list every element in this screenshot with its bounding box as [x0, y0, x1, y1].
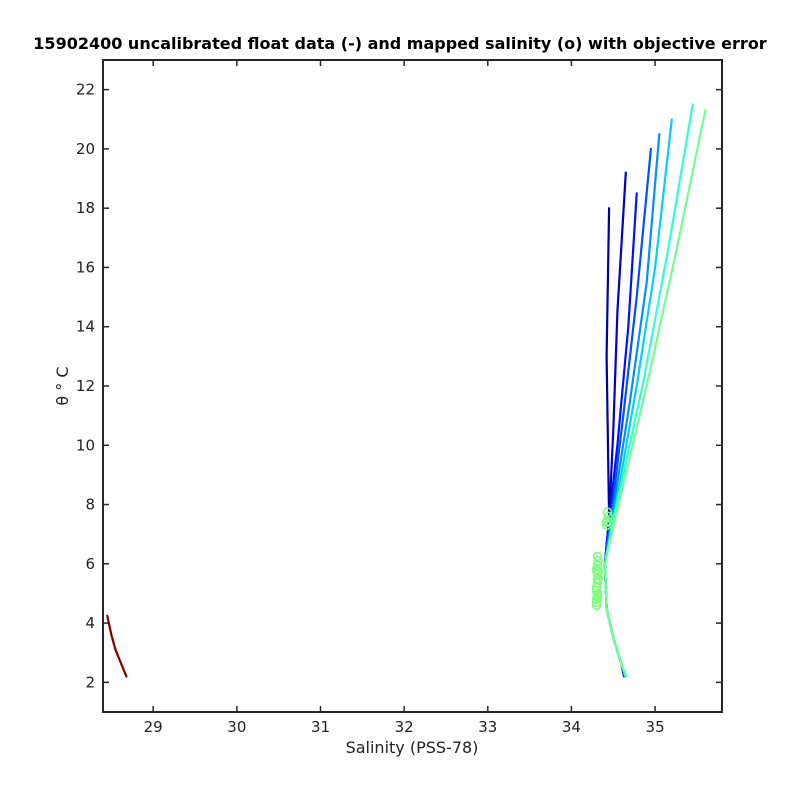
- profile-line-1: [106, 614, 128, 678]
- mapped-salinity-marker: [591, 585, 602, 596]
- y-tick-label: 16: [76, 258, 95, 276]
- y-tick-label: 14: [76, 318, 95, 336]
- x-tick-label: 30: [227, 718, 246, 736]
- mapped-salinity-marker: [603, 511, 614, 522]
- mapped-salinity-marker: [593, 556, 604, 566]
- mapped-salinity-marker: [592, 591, 603, 602]
- x-tick-label: 35: [646, 718, 665, 736]
- x-tick-label: 34: [562, 718, 581, 736]
- y-tick-label: 18: [76, 199, 95, 217]
- mapped-salinity-marker: [601, 517, 612, 528]
- x-tick-label: 33: [478, 718, 497, 736]
- mapped-salinity-marker: [592, 575, 603, 585]
- y-tick-label: 2: [85, 673, 95, 691]
- marker-layer: [591, 507, 614, 611]
- y-tick-label: 20: [76, 140, 95, 158]
- y-tick-label: 22: [76, 81, 95, 99]
- mapped-salinity-marker: [593, 566, 604, 577]
- y-tick-label: 12: [76, 377, 95, 395]
- x-axis-label: Salinity (PSS-78): [346, 738, 479, 757]
- mapped-salinity-marker: [592, 551, 603, 562]
- x-tick-label: 31: [311, 718, 330, 736]
- mapped-salinity-marker: [591, 600, 602, 611]
- mapped-salinity-marker: [592, 560, 603, 571]
- y-tick-label: 6: [85, 555, 95, 573]
- x-tick-label: 32: [395, 718, 414, 736]
- mapped-salinity-marker: [602, 507, 613, 517]
- x-tick-label: 29: [144, 718, 163, 736]
- y-tick-label: 4: [85, 614, 95, 632]
- mapped-salinity-marker: [591, 564, 602, 575]
- y-tick-label: 8: [85, 496, 95, 514]
- chart-title: 15902400 uncalibrated float data (-) and…: [33, 34, 767, 53]
- profile-line-9: [603, 109, 707, 678]
- y-tick-label: 10: [76, 436, 95, 454]
- mapped-salinity-marker: [601, 520, 612, 531]
- mapped-salinity-marker: [591, 597, 602, 608]
- y-axis-label: θ ° C: [53, 366, 72, 405]
- x-axis: 29 30 31 32 33 34 35: [144, 60, 665, 736]
- plot-area: [103, 60, 722, 712]
- series-layer: [106, 103, 707, 678]
- y-axis: 2 4 6 8 10 12 14 16 18 20 22: [76, 81, 722, 691]
